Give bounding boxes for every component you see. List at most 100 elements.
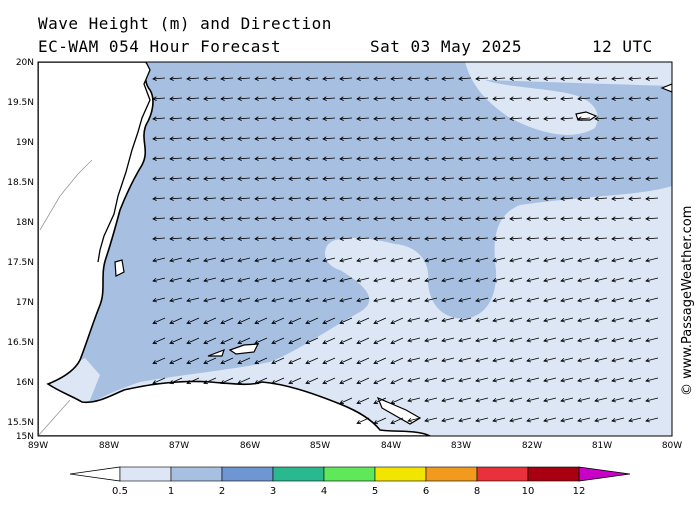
wave-arrow	[288, 156, 302, 161]
wave-arrow	[356, 377, 370, 385]
scale-swatch	[323, 466, 376, 482]
wave-arrow	[237, 96, 251, 101]
wave-arrow	[526, 176, 540, 181]
wave-arrow	[305, 337, 319, 345]
wave-arrow	[509, 116, 523, 121]
scale-swatch	[170, 466, 223, 482]
coastal-islet	[376, 396, 422, 425]
wave-arrow	[577, 397, 591, 403]
wave-arrow	[322, 317, 336, 325]
wave-arrow	[322, 357, 336, 365]
wave-arrow	[356, 357, 370, 365]
scale-swatch	[272, 466, 325, 482]
wave-arrow	[441, 196, 455, 201]
wave-arrow	[594, 337, 608, 343]
wave-arrow	[424, 377, 438, 383]
wave-arrow	[339, 136, 353, 141]
wave-arrow	[475, 156, 489, 161]
wave-arrow	[339, 156, 353, 161]
wave-arrow	[628, 337, 642, 343]
wave-arrow	[186, 257, 200, 263]
wave-arrow	[373, 377, 387, 385]
wave-arrow	[169, 337, 183, 345]
lat-label: 20N	[16, 58, 34, 68]
wave-arrow	[390, 277, 404, 283]
wave-arrow	[526, 337, 540, 343]
wave-arrow	[373, 297, 387, 303]
wave-arrow	[407, 377, 421, 383]
wave-arrow	[594, 96, 608, 101]
wave-arrow	[577, 136, 591, 141]
wave-arrow	[339, 216, 353, 221]
wave-arrow	[356, 277, 370, 283]
scale-swatch	[374, 466, 427, 482]
wave-arrow	[577, 236, 591, 241]
wave-arrow	[526, 377, 540, 383]
wave-arrow	[356, 116, 370, 121]
wave-arrow	[526, 196, 540, 201]
lon-label: 84W	[381, 441, 401, 451]
wave-arrow	[373, 357, 387, 365]
wave-arrow	[458, 337, 472, 343]
wave-arrow	[220, 297, 234, 303]
wave-arrow	[220, 337, 234, 345]
wave-arrow	[526, 257, 540, 263]
wave-arrow	[611, 236, 625, 241]
wave-arrow	[220, 96, 234, 101]
wave-arrow	[645, 337, 659, 343]
lon-label: 88W	[99, 441, 119, 451]
wave-arrow	[543, 96, 557, 101]
lon-label: 83W	[451, 441, 471, 451]
wave-arrow	[339, 176, 353, 181]
scale-arrow-low	[69, 466, 121, 482]
wave-arrow	[509, 377, 523, 383]
wave-arrow	[152, 96, 166, 101]
wave-arrow	[509, 196, 523, 201]
wave-arrow	[288, 216, 302, 221]
wave-arrow	[526, 156, 540, 161]
wave-arrow	[543, 156, 557, 161]
wave-arrow	[186, 236, 200, 241]
wave-arrow	[628, 116, 642, 121]
wave-arrow	[237, 257, 251, 263]
wave-arrow	[424, 417, 438, 423]
wave-arrow	[611, 116, 625, 121]
wave-arrow	[169, 357, 183, 365]
wave-arrow	[458, 317, 472, 323]
wave-arrow	[611, 216, 625, 221]
wave-arrow	[254, 277, 268, 283]
wave-arrow	[254, 337, 268, 345]
wave-arrow	[254, 196, 268, 201]
wave-arrow	[407, 297, 421, 303]
scale-label: 2	[219, 486, 225, 497]
wave-arrow	[628, 257, 642, 263]
wave-arrow	[254, 357, 268, 365]
wave-arrow	[288, 277, 302, 283]
wave-arrow	[475, 116, 489, 121]
wave-arrow	[441, 176, 455, 181]
wave-arrow	[611, 397, 625, 403]
wave-arrow	[203, 236, 217, 241]
scale-arrow-high	[578, 466, 631, 482]
wave-arrow	[390, 317, 404, 325]
wave-arrow	[356, 317, 370, 325]
wave-arrow	[288, 317, 302, 325]
wave-arrow	[203, 357, 217, 365]
wave-arrow	[594, 417, 608, 423]
wave-arrow	[611, 297, 625, 303]
wave-arrow	[628, 357, 642, 363]
wave-arrow	[475, 297, 489, 303]
wave-arrow	[186, 116, 200, 121]
wave-arrow	[186, 156, 200, 161]
wave-arrow	[390, 297, 404, 303]
wave-arrow	[288, 96, 302, 101]
wave-arrow	[373, 116, 387, 121]
wave-arrow	[339, 297, 353, 303]
land-mass	[38, 62, 431, 436]
wave-arrow	[441, 277, 455, 283]
scale-label: 10	[522, 486, 535, 497]
wave-arrow	[152, 216, 166, 221]
wave-arrow	[407, 216, 421, 221]
wave-arrow	[305, 156, 319, 161]
wave-arrow	[152, 317, 166, 325]
